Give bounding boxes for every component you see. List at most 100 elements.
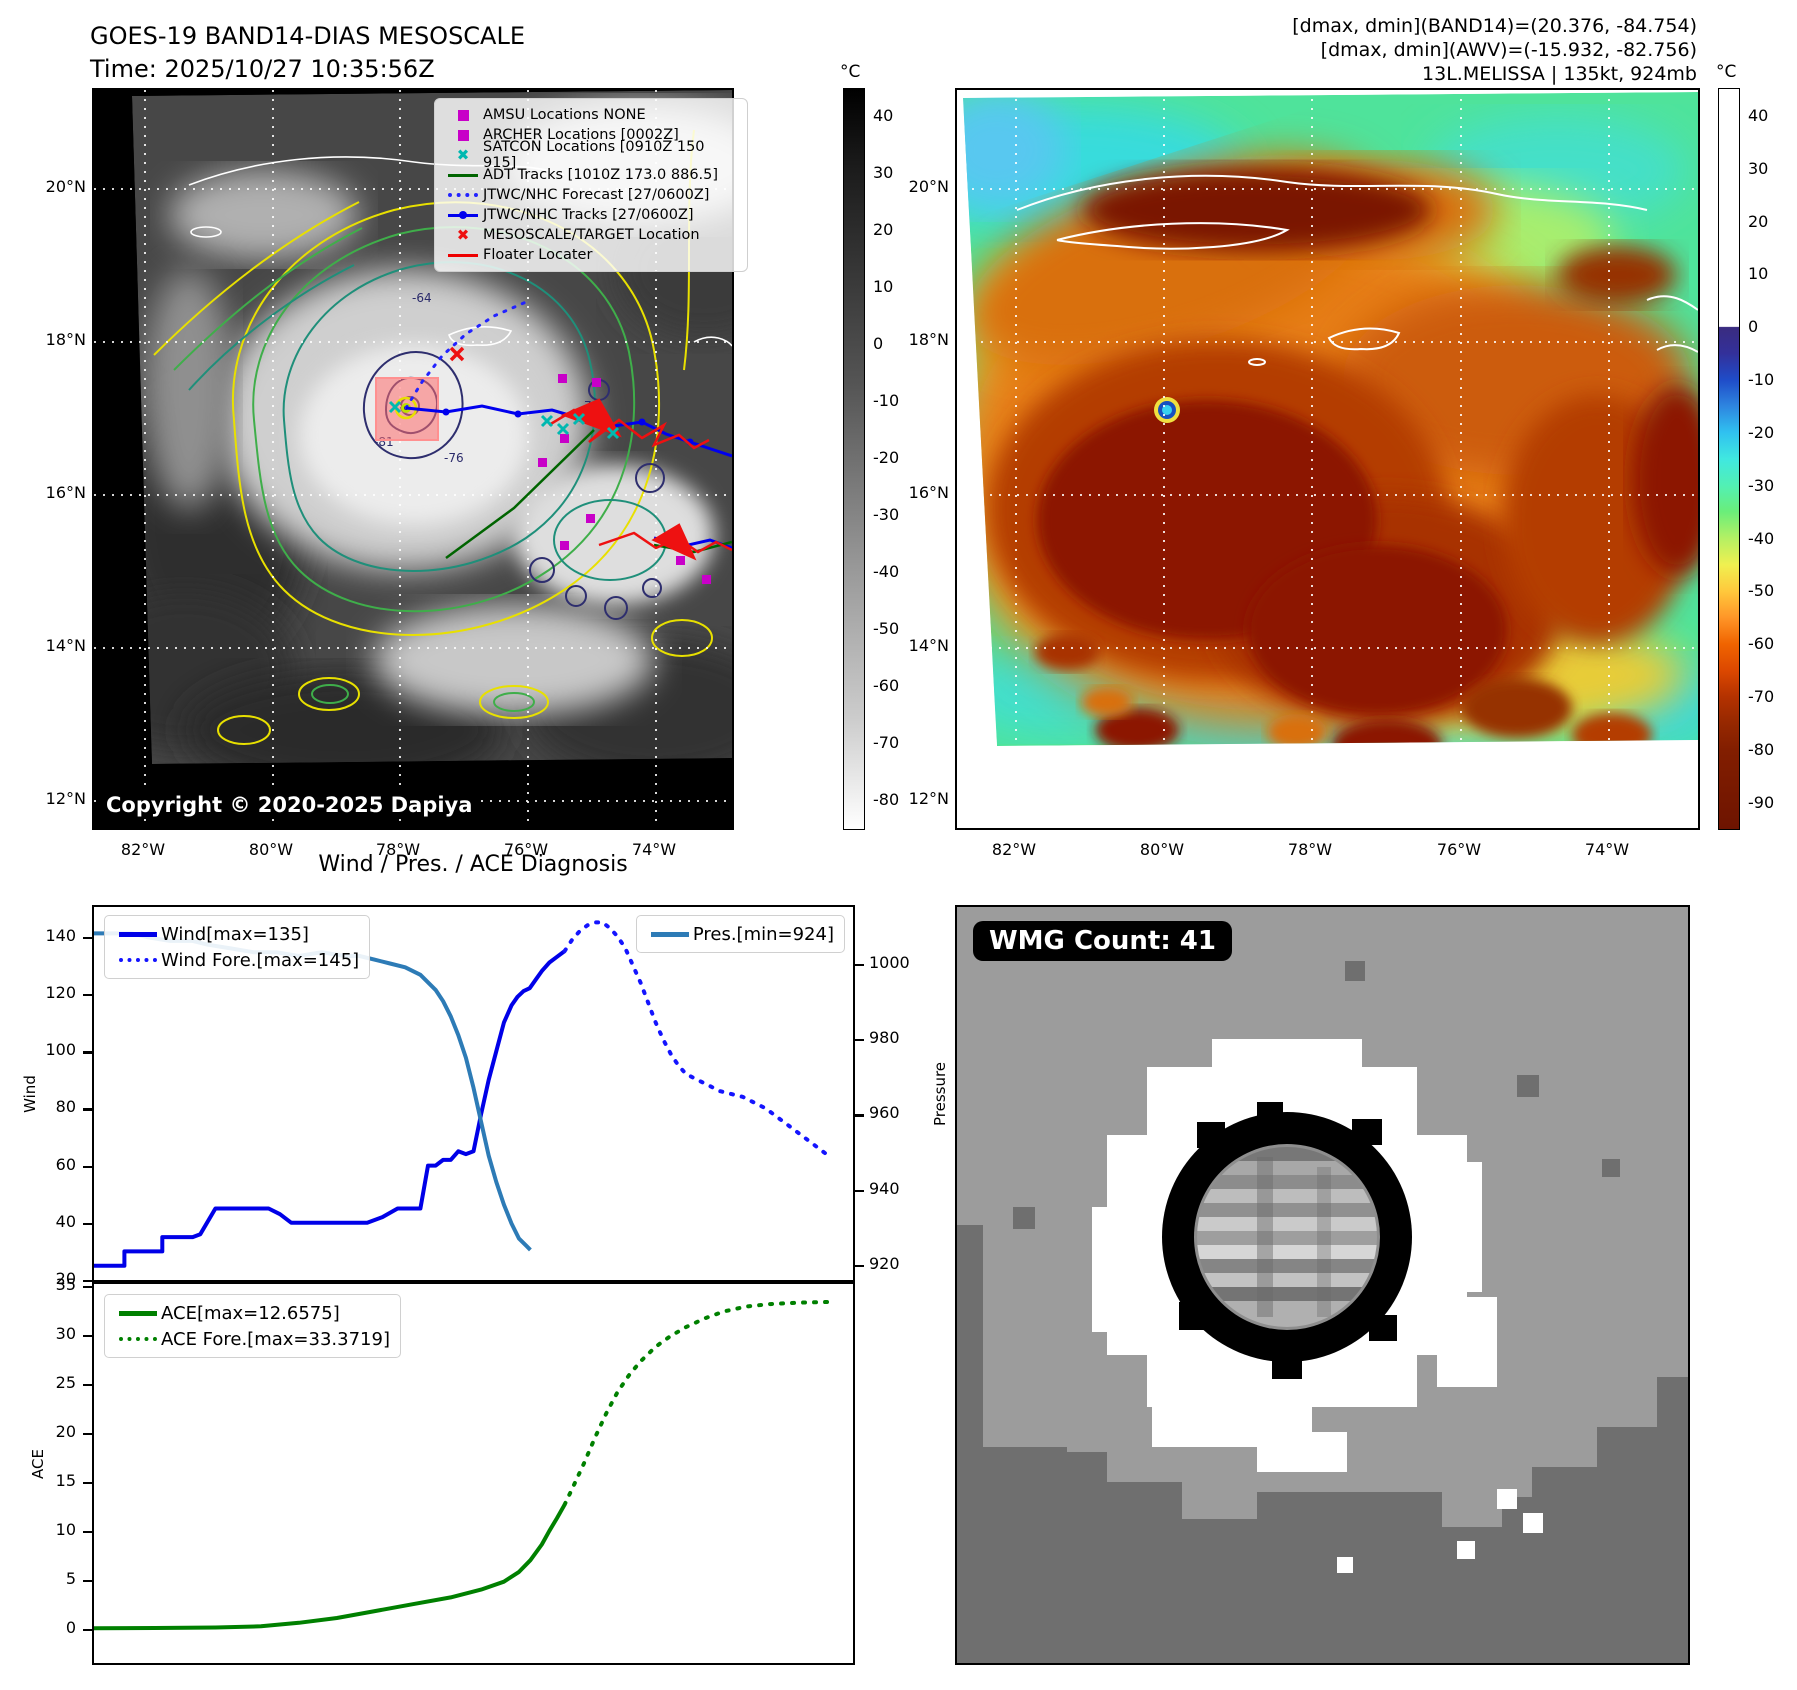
dotted-blue-icon [443, 193, 483, 197]
square-magenta-icon [443, 109, 483, 121]
ace-legend: ACE[max=12.6575] ACE Fore.[max=33.3719] [104, 1294, 401, 1358]
legend-item-label: Floater Locater [483, 247, 593, 263]
legend-item-label: JTWC/NHC Forecast [27/0600Z] [483, 187, 710, 203]
chart-ytick-left: 15 [55, 1470, 76, 1490]
ytick-mark [855, 1264, 864, 1268]
storm-eye [1154, 397, 1180, 423]
legend-item: AMSU Locations NONE [443, 105, 739, 125]
chart-ytick-left: 80 [55, 1097, 76, 1117]
band14-xtick: 78°W [375, 840, 421, 859]
contour-label: -64 [412, 291, 432, 305]
band14-cbar-tick: -30 [873, 505, 900, 525]
series-swatch-icon [115, 931, 161, 937]
chart-ytick-right: 960 [869, 1103, 900, 1123]
legend-item: Wind[max=135] [115, 921, 359, 947]
legend-item-label: JTWC/NHC Tracks [27/0600Z] [483, 207, 694, 223]
awv-ytick: 14°N [908, 636, 949, 655]
band14-cbar-tick: 30 [873, 162, 894, 182]
wmg-panel: WMG Count: 41 [955, 905, 1690, 1665]
legend-item-label: Wind[max=135] [161, 923, 309, 945]
square-magenta-icon [443, 129, 483, 141]
awv-xtick: 80°W [1139, 840, 1185, 859]
chart-ytick-right: 920 [869, 1253, 900, 1273]
legend-item-label: AMSU Locations NONE [483, 107, 646, 123]
jtwc-forecast-line [404, 300, 528, 410]
series-ace-fore-max-33-3719- [562, 1299, 833, 1507]
ytick-mark [855, 1038, 864, 1042]
ytick-mark [83, 1051, 92, 1054]
chart-ytick-left: 140 [45, 925, 76, 945]
awv-colorbar [1718, 88, 1740, 830]
pressure-legend: Pres.[min=924] [635, 915, 845, 953]
band14-cbar-tick: 0 [873, 333, 884, 353]
awv-xtick: 78°W [1287, 840, 1333, 859]
legend-item-label: ARCHER Locations [0002Z] [483, 127, 679, 143]
chart-ytick-left: 30 [55, 1323, 76, 1343]
legend-item: ACE Fore.[max=33.3719] [115, 1326, 390, 1352]
band14-cbar-tick: 40 [873, 105, 894, 125]
series-swatch-icon [647, 931, 693, 937]
awv-ytick: 12°N [908, 789, 949, 808]
legend-item: Wind Fore.[max=145] [115, 947, 359, 973]
legend-item-label: ADT Tracks [1010Z 173.0 886.5] [483, 167, 719, 183]
band14-cbar-tick: -10 [873, 390, 900, 410]
chart-ytick-left: 25 [55, 1372, 76, 1392]
awv-cbar-tick: 20 [1748, 211, 1769, 231]
line-red-icon [443, 253, 483, 257]
band14-cbar-tick: 10 [873, 276, 894, 296]
series-swatch-icon [115, 958, 161, 962]
ytick-mark [83, 1530, 92, 1534]
band14-xtick: 80°W [248, 840, 294, 859]
dmax-dmin-awv: [dmax, dmin](AWV)=(-15.932, -82.756) [1320, 39, 1697, 61]
ytick-mark [83, 1165, 92, 1168]
awv-cbar-tick: -50 [1748, 581, 1775, 601]
awv-cbar-tick: -60 [1748, 634, 1775, 654]
chart-ytick-left: 10 [55, 1519, 76, 1539]
awv-cbar-tick: 30 [1748, 158, 1769, 178]
target-x-marker [449, 346, 465, 362]
ytick-mark [83, 936, 92, 940]
wind-pressure-chart: Wind[max=135] Wind Fore.[max=145] Pres.[m… [92, 905, 855, 1282]
awv-ytick: 16°N [908, 483, 949, 502]
legend-item-label: ACE Fore.[max=33.3719] [161, 1328, 390, 1350]
legend-item-label: ACE[max=12.6575] [161, 1302, 340, 1324]
ytick-mark [83, 993, 92, 997]
awv-cbar-tick: -10 [1748, 370, 1775, 390]
awv-cbar-tick: 10 [1748, 264, 1769, 284]
awv-cbar-tick: -90 [1748, 792, 1775, 812]
band14-ytick: 16°N [45, 483, 86, 502]
band14-ytick: 20°N [45, 177, 86, 196]
legend-item: Floater Locater [443, 245, 739, 265]
x-red-icon: ✖ [456, 226, 470, 244]
contour-label: -76 [444, 451, 464, 465]
floater-track-line [548, 398, 732, 561]
band14-colorbar-unit: °C [840, 62, 861, 82]
graticule [963, 90, 1698, 740]
awv-ytick: 18°N [908, 330, 949, 349]
dmax-dmin-band14: [dmax, dmin](BAND14)=(20.376, -84.754) [1292, 15, 1697, 37]
awv-xtick: 74°W [1584, 840, 1630, 859]
awv-cbar-tick: -20 [1748, 422, 1775, 442]
band14-xtick: 82°W [120, 840, 166, 859]
ytick-mark [83, 1383, 92, 1387]
chart-ytick-left: 60 [55, 1154, 76, 1174]
chart-ytick-left: 20 [55, 1269, 76, 1288]
awv-map [955, 88, 1700, 830]
band14-title: GOES-19 BAND14-DIAS MESOSCALE [90, 22, 526, 50]
pressure-axis-label: Pressure [931, 1061, 949, 1127]
linedot-blue-icon [443, 210, 483, 219]
series-wind-max-135- [94, 949, 566, 1268]
band14-xtick: 76°W [503, 840, 549, 859]
wmg-eye-texture [1197, 1147, 1377, 1327]
ace-chart: ACE[max=12.6575] ACE Fore.[max=33.3719] [92, 1282, 855, 1665]
ytick-mark [83, 1579, 92, 1583]
band14-cbar-tick: -70 [873, 733, 900, 753]
awv-cbar-tick: -40 [1748, 528, 1775, 548]
amsu-archer-markers [538, 374, 711, 584]
chart-ytick-right: 940 [869, 1178, 900, 1198]
legend-item-label: SATCON Locations [0910Z 150 915] [483, 139, 705, 171]
ytick-mark [83, 1432, 92, 1436]
chart-ytick-right: 1000 [869, 952, 910, 972]
awv-xtick: 76°W [1436, 840, 1482, 859]
band14-legend: AMSU Locations NONE ARCHER Locations [000… [434, 98, 748, 272]
